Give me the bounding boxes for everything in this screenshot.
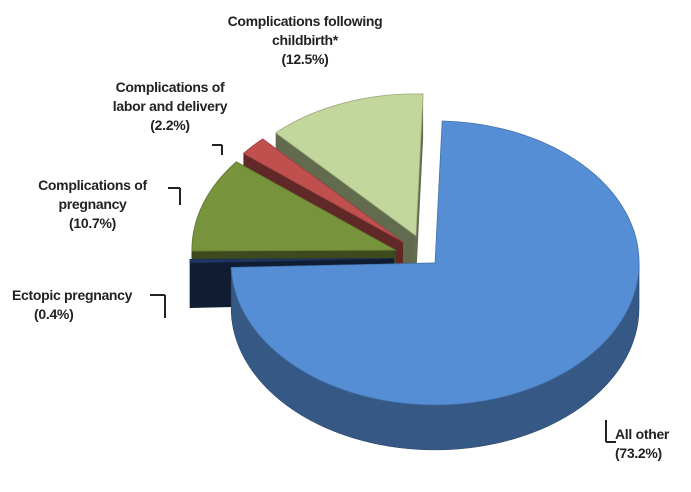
value-label: (73.2%) [615,445,662,461]
slice [242,138,404,243]
slice-label: All other (73.2%) [615,425,691,463]
slice-label: Complications of labor and delivery (2.2… [100,78,240,135]
slice-label: Complications following childbirth* (12.… [225,12,385,69]
value-label: (12.5%) [281,51,329,67]
slice [274,93,424,237]
slice-label: Complications of pregnancy (10.7%) [25,176,160,233]
slice-face [415,93,424,281]
slice-label: Ectopic pregnancy (0.4%) [12,286,152,324]
value-label: (0.4%) [34,306,74,322]
slice [191,161,398,252]
value-label: (10.7%) [69,215,116,231]
category-label: Ectopic pregnancy [12,287,133,303]
value-label: (2.2%) [150,117,190,133]
slice [230,120,640,406]
category-label: Complications of pregnancy [38,177,147,212]
category-label: Complications following childbirth* [227,13,383,48]
slice [189,258,395,264]
category-label: Complications of labor and delivery [112,79,228,114]
category-label: All other [615,426,670,442]
